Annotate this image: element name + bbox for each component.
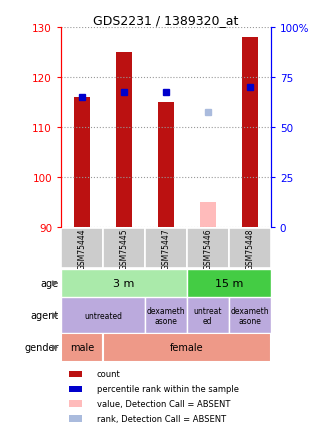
Text: value, Detection Call = ABSENT: value, Detection Call = ABSENT [97, 399, 230, 408]
Bar [61, 298, 145, 333]
Title: GDS2231 / 1389320_at: GDS2231 / 1389320_at [93, 14, 239, 27]
Bar [61, 333, 103, 362]
Bar [145, 298, 187, 333]
Text: female: female [170, 343, 204, 353]
Bar [200, 203, 216, 228]
Text: gender: gender [24, 343, 59, 353]
Bar [229, 229, 270, 268]
Text: untreat
ed: untreat ed [193, 306, 222, 325]
Bar [187, 269, 271, 298]
Bar [69, 371, 82, 378]
Bar [229, 298, 271, 333]
Bar [69, 415, 82, 422]
Text: count: count [97, 370, 121, 378]
Text: 3 m: 3 m [113, 279, 135, 289]
Text: age: age [41, 279, 59, 289]
Bar [103, 333, 271, 362]
Bar [103, 229, 145, 268]
Bar [158, 103, 174, 228]
Bar [74, 98, 90, 228]
Bar [242, 38, 258, 228]
Text: GSM75445: GSM75445 [120, 228, 128, 270]
Bar [69, 386, 82, 392]
Text: agent: agent [31, 311, 59, 321]
Text: GSM75444: GSM75444 [78, 228, 86, 270]
Text: untreated: untreated [84, 311, 122, 320]
Bar [145, 229, 187, 268]
Bar [69, 401, 82, 407]
Text: percentile rank within the sample: percentile rank within the sample [97, 385, 239, 394]
Text: GSM75446: GSM75446 [203, 228, 212, 270]
Text: male: male [70, 343, 94, 353]
Bar [187, 298, 229, 333]
Bar [61, 269, 187, 298]
Bar [187, 229, 228, 268]
Bar [61, 229, 103, 268]
Text: dexameth
asone: dexameth asone [230, 306, 269, 325]
Text: rank, Detection Call = ABSENT: rank, Detection Call = ABSENT [97, 414, 226, 423]
Text: 15 m: 15 m [215, 279, 243, 289]
Text: GSM75447: GSM75447 [162, 228, 170, 270]
Text: dexameth
asone: dexameth asone [146, 306, 185, 325]
Bar [116, 53, 132, 228]
Text: GSM75448: GSM75448 [245, 228, 254, 269]
